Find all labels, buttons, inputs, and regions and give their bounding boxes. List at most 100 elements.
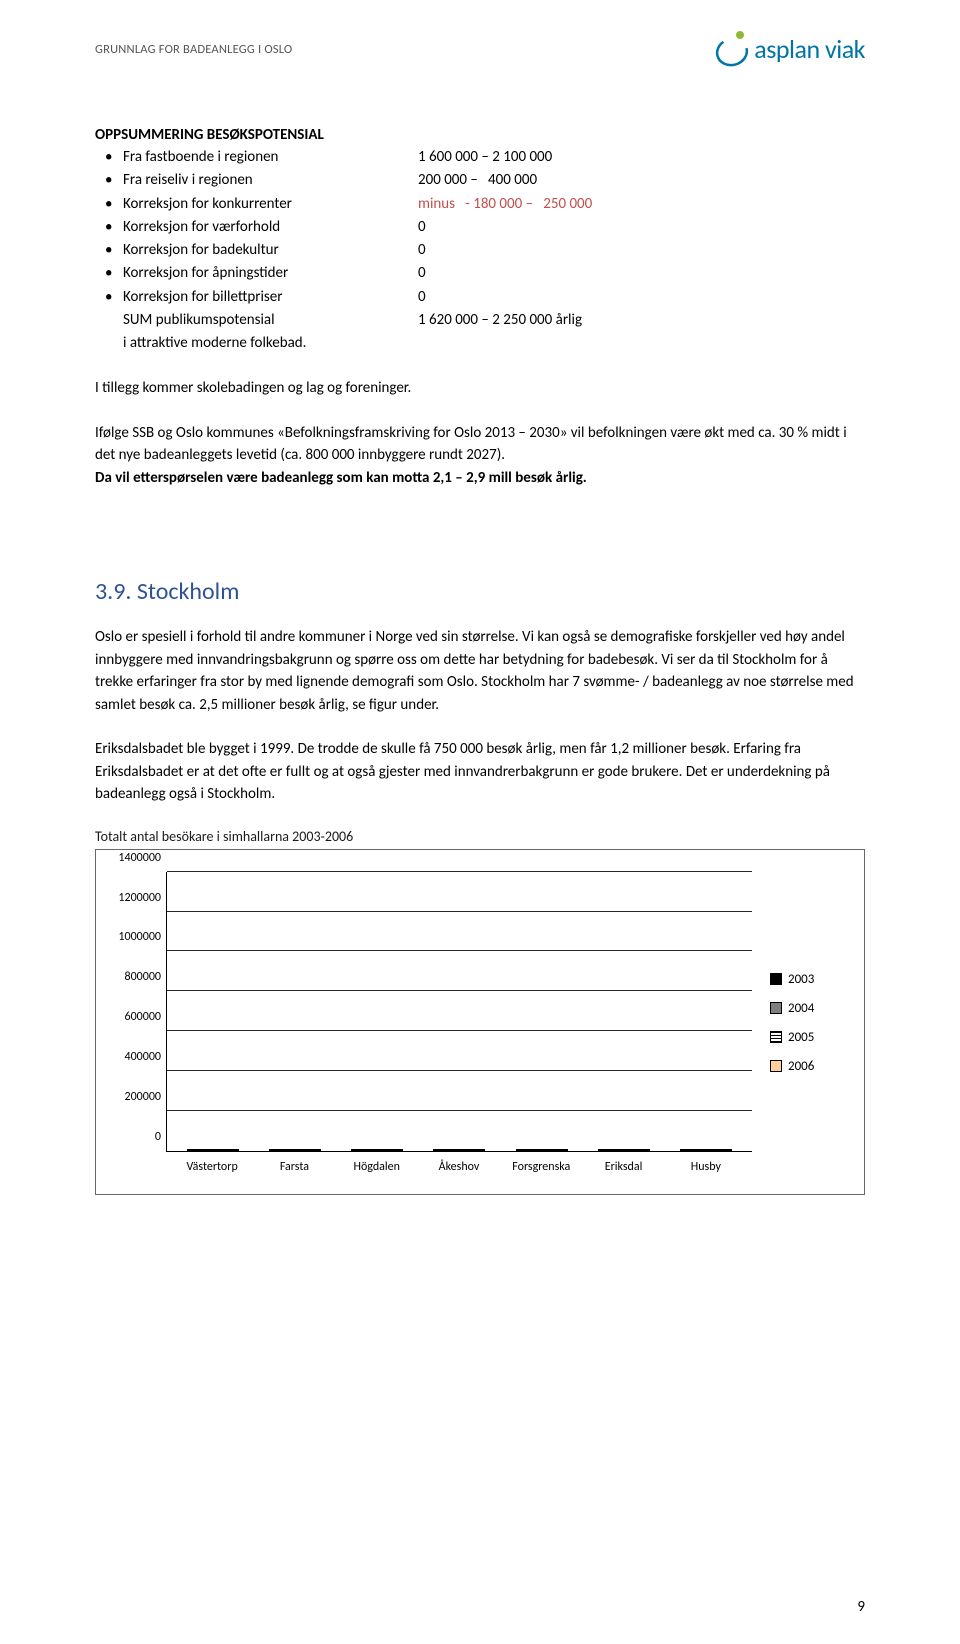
legend-swatch — [770, 1060, 782, 1072]
chart-bar-group — [351, 1149, 403, 1151]
note-2-plain: Ifølge SSB og Oslo kommunes «Befolknings… — [95, 424, 847, 465]
chart-gridline — [167, 1030, 752, 1031]
chart-xlabel: Husby — [665, 1160, 747, 1174]
chart-bar — [213, 1149, 226, 1151]
legend-label: 2004 — [788, 1001, 814, 1016]
chart-xlabel: Farsta — [253, 1160, 335, 1174]
chart-bar — [719, 1149, 732, 1151]
summary-title: OPPSUMMERING BESØKSPOTENSIAL — [95, 126, 865, 144]
summary-item-label: Korreksjon for konkurrenter — [123, 193, 418, 216]
chart-bar — [446, 1149, 459, 1151]
chart-xlabel: Forsgrenska — [500, 1160, 582, 1174]
chart-xlabel: Västertorp — [171, 1160, 253, 1174]
summary-item: Korreksjon for badekultur0 — [95, 239, 865, 262]
chart-ylabel: 1200000 — [118, 891, 161, 905]
chart-box: 0200000400000600000800000100000012000001… — [95, 849, 865, 1195]
legend-swatch — [770, 1031, 782, 1043]
chart-gridline — [167, 1110, 752, 1111]
section-heading: 3.9. Stockholm — [95, 577, 865, 606]
chart: Totalt antal besökare i simhallarna 2003… — [95, 828, 865, 1195]
summary-item-label: Fra reiseliv i regionen — [123, 169, 418, 192]
chart-bar — [377, 1149, 390, 1151]
note-1: I tillegg kommer skolebadingen og lag og… — [95, 377, 865, 400]
summary-item-label: Korreksjon for billettpriser — [123, 286, 418, 309]
chart-bar — [433, 1149, 446, 1151]
chart-bar — [706, 1149, 719, 1151]
chart-bar — [680, 1149, 693, 1151]
chart-bar — [308, 1149, 321, 1151]
chart-xlabel: Högdalen — [336, 1160, 418, 1174]
summary-item: Fra fastboende i regionen1 600 000 – 2 1… — [95, 146, 865, 169]
section-p1: Oslo er spesiell i forhold til andre kom… — [95, 626, 865, 716]
summary-item-value: 200 000 – 400 000 — [418, 169, 537, 192]
chart-gridline — [167, 1070, 752, 1071]
summary-block: OPPSUMMERING BESØKSPOTENSIAL Fra fastboe… — [95, 126, 865, 355]
summary-item: Korreksjon for billettpriser0 — [95, 286, 865, 309]
chart-bar — [542, 1149, 555, 1151]
chart-ylabel: 200000 — [125, 1090, 162, 1104]
chart-bar — [598, 1149, 611, 1151]
logo-text: asplan viak — [754, 33, 865, 65]
chart-bar-group — [598, 1149, 650, 1151]
chart-bar — [282, 1149, 295, 1151]
summary-item-value: 0 — [418, 262, 426, 285]
summary-sum-row: SUM publikumspotensial 1 620 000 – 2 250… — [95, 309, 865, 332]
chart-gridline — [167, 990, 752, 991]
chart-bar — [226, 1149, 239, 1151]
summary-item-value: minus - 180 000 – 250 000 — [418, 193, 592, 216]
chart-gridline — [167, 911, 752, 912]
chart-xlabels: VästertorpFarstaHögdalenÅkeshovForsgrens… — [166, 1152, 752, 1174]
legend-label: 2003 — [788, 972, 814, 987]
chart-legend: 2003 2004 2005 2006 — [752, 872, 852, 1174]
summary-item-value: 1 600 000 – 2 100 000 — [418, 146, 552, 169]
summary-attractive: i attraktive moderne folkebad. — [95, 332, 865, 355]
chart-bar — [459, 1149, 472, 1151]
page-number: 9 — [857, 1598, 865, 1616]
summary-item: Korreksjon for konkurrenterminus - 180 0… — [95, 193, 865, 216]
legend-item: 2005 — [770, 1030, 852, 1045]
chart-bar — [472, 1149, 485, 1151]
legend-swatch — [770, 1002, 782, 1014]
chart-bar — [390, 1149, 403, 1151]
summary-item: Korreksjon for åpningstider0 — [95, 262, 865, 285]
legend-label: 2006 — [788, 1059, 814, 1074]
summary-item-value: 0 — [418, 216, 426, 239]
chart-bar — [637, 1149, 650, 1151]
summary-item-label: Korreksjon for værforhold — [123, 216, 418, 239]
chart-bar — [611, 1149, 624, 1151]
chart-bar — [624, 1149, 637, 1151]
chart-xlabel: Eriksdal — [582, 1160, 664, 1174]
summary-list: Fra fastboende i regionen1 600 000 – 2 1… — [95, 146, 865, 309]
chart-bar — [187, 1149, 200, 1151]
chart-ylabel: 1000000 — [118, 930, 161, 944]
chart-bar — [693, 1149, 706, 1151]
chart-ylabel: 600000 — [125, 1010, 162, 1024]
summary-item-value: 0 — [418, 286, 426, 309]
legend-item: 2003 — [770, 972, 852, 987]
chart-bar-group — [516, 1149, 568, 1151]
legend-swatch — [770, 973, 782, 985]
note-2: Ifølge SSB og Oslo kommunes «Befolknings… — [95, 422, 865, 490]
chart-bar-group — [187, 1149, 239, 1151]
summary-item: Korreksjon for værforhold0 — [95, 216, 865, 239]
chart-bar — [364, 1149, 377, 1151]
sum-label: SUM publikumspotensial — [123, 309, 418, 332]
chart-bar — [516, 1149, 529, 1151]
chart-bar — [200, 1149, 213, 1151]
chart-bar-group — [433, 1149, 485, 1151]
legend-label: 2005 — [788, 1030, 814, 1045]
chart-xlabel: Åkeshov — [418, 1160, 500, 1174]
chart-ylabel: 800000 — [125, 970, 162, 984]
chart-gridline — [167, 871, 752, 872]
page-header: GRUNNLAG FOR BADEANLEGG I OSLO asplan vi… — [95, 30, 865, 68]
sum-value: 1 620 000 – 2 250 000 årlig — [418, 309, 582, 332]
chart-area: 0200000400000600000800000100000012000001… — [106, 872, 752, 1174]
summary-item-label: Korreksjon for badekultur — [123, 239, 418, 262]
chart-gridline — [167, 950, 752, 951]
logo-icon — [714, 30, 750, 68]
chart-bar — [295, 1149, 308, 1151]
legend-item: 2004 — [770, 1001, 852, 1016]
legend-item: 2006 — [770, 1059, 852, 1074]
note-2-bold: Da vil etterspørselen være badeanlegg so… — [95, 469, 587, 487]
chart-ylabel: 400000 — [125, 1050, 162, 1064]
